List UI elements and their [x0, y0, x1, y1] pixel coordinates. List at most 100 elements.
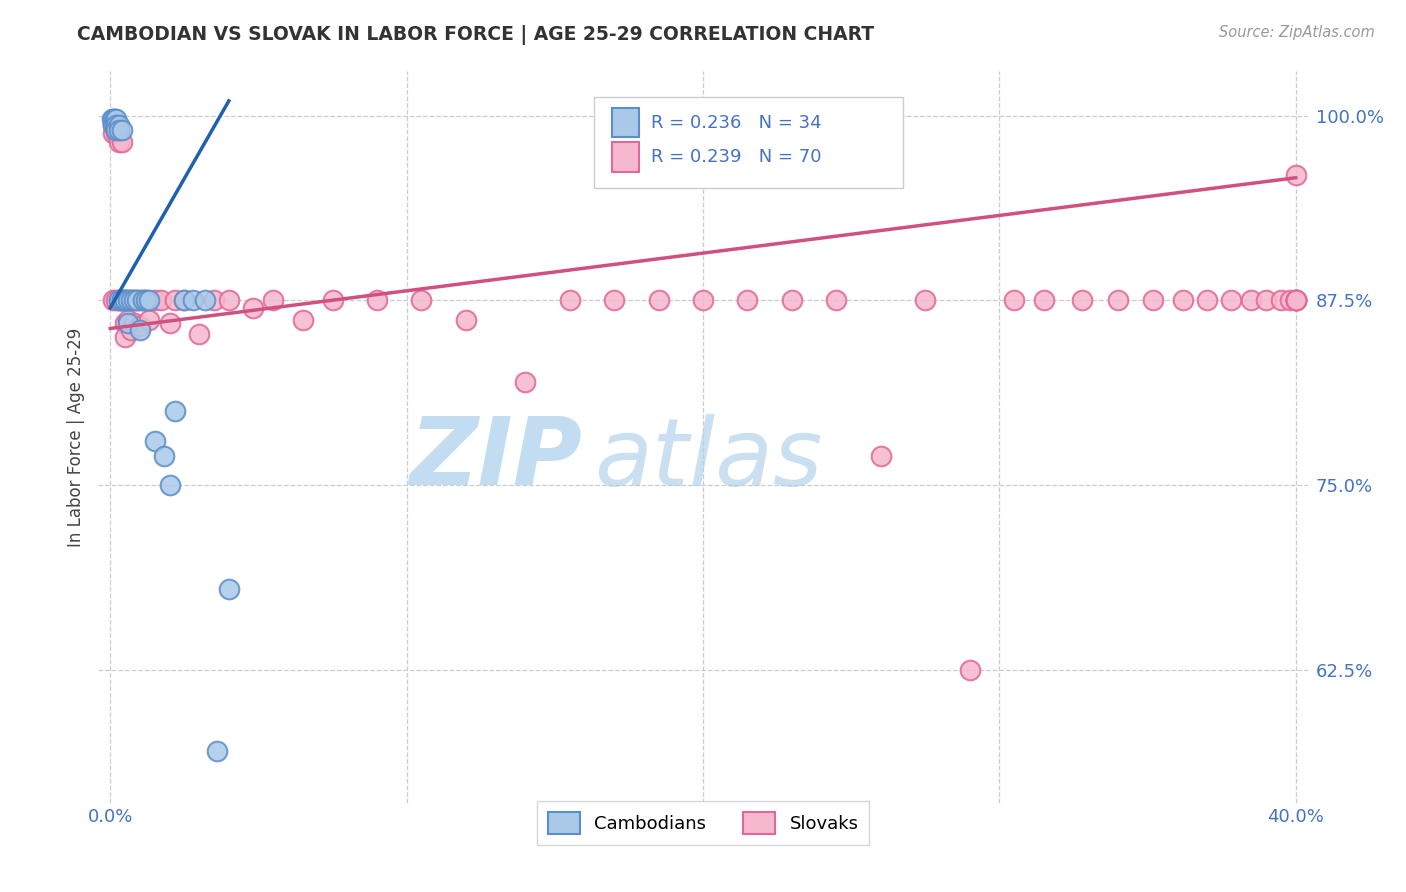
Point [108, 123, 131, 137]
Point [173, 293, 195, 308]
Point [138, 293, 160, 308]
Point [1285, 168, 1308, 182]
Text: atlas: atlas [595, 414, 823, 505]
Point [129, 293, 152, 308]
Point [1285, 293, 1308, 308]
Point [825, 293, 848, 308]
Legend: Cambodians, Slovaks: Cambodians, Slovaks [537, 801, 869, 845]
Point [105, 127, 128, 141]
Point [411, 293, 433, 308]
Point [737, 293, 759, 308]
Y-axis label: In Labor Force | Age 25-29: In Labor Force | Age 25-29 [66, 327, 84, 547]
Point [149, 293, 172, 308]
Point [1142, 293, 1164, 308]
Text: CAMBODIAN VS SLOVAK IN LABOR FORCE | AGE 25-29 CORRELATION CHART: CAMBODIAN VS SLOVAK IN LABOR FORCE | AGE… [77, 25, 875, 45]
Point [103, 118, 125, 132]
Point [202, 293, 225, 308]
Point [117, 316, 139, 330]
Point [959, 663, 981, 677]
Point [138, 312, 160, 326]
Point [291, 312, 314, 326]
Point [322, 293, 344, 308]
Point [780, 293, 803, 308]
Point [242, 301, 264, 315]
Point [114, 293, 136, 308]
Point [117, 293, 139, 308]
Point [1285, 293, 1308, 308]
FancyBboxPatch shape [613, 108, 638, 137]
Point [117, 293, 139, 308]
Point [194, 293, 217, 308]
Point [111, 293, 134, 308]
Point [218, 582, 240, 596]
Point [125, 293, 148, 308]
Point [1195, 293, 1218, 308]
Point [218, 293, 240, 308]
Point [152, 449, 174, 463]
Point [173, 293, 195, 308]
Point [108, 293, 131, 308]
Text: R = 0.236   N = 34: R = 0.236 N = 34 [651, 113, 821, 131]
Point [105, 123, 128, 137]
Point [165, 293, 187, 308]
Point [188, 327, 211, 342]
Point [181, 293, 204, 308]
Point [122, 293, 145, 308]
Point [111, 293, 134, 308]
Point [103, 112, 125, 126]
Point [129, 323, 152, 337]
Point [647, 293, 669, 308]
Point [114, 293, 136, 308]
Point [454, 312, 477, 326]
Point [143, 293, 166, 308]
Point [132, 293, 155, 308]
Point [1240, 293, 1263, 308]
Point [1171, 293, 1194, 308]
Point [103, 127, 125, 141]
Point [165, 404, 187, 418]
Point [1285, 293, 1308, 308]
Point [1107, 293, 1129, 308]
Point [914, 293, 936, 308]
Point [558, 293, 581, 308]
Point [108, 136, 131, 150]
Point [143, 434, 166, 448]
Point [125, 293, 148, 308]
Point [105, 118, 128, 132]
Point [366, 293, 388, 308]
Point [100, 112, 122, 126]
Point [122, 316, 145, 330]
Point [105, 118, 128, 132]
Point [1254, 293, 1277, 308]
Point [159, 316, 181, 330]
Point [1032, 293, 1054, 308]
Point [108, 127, 131, 141]
Point [205, 744, 228, 758]
Point [120, 323, 142, 337]
Point [114, 330, 136, 344]
Point [1285, 293, 1308, 308]
Point [1002, 293, 1025, 308]
Point [122, 293, 145, 308]
Point [120, 293, 142, 308]
Point [111, 123, 134, 137]
Point [114, 316, 136, 330]
Point [692, 293, 714, 308]
Point [262, 293, 284, 308]
Point [104, 112, 127, 126]
Point [103, 118, 125, 132]
Point [1071, 293, 1094, 308]
Point [129, 318, 152, 333]
Point [1219, 293, 1241, 308]
Point [104, 118, 127, 132]
Point [120, 293, 142, 308]
Point [108, 293, 131, 308]
Point [1278, 293, 1301, 308]
Point [603, 293, 626, 308]
Point [1270, 293, 1292, 308]
Point [111, 136, 134, 150]
Point [117, 312, 139, 326]
Point [135, 293, 157, 308]
Text: ZIP: ZIP [409, 413, 582, 505]
Text: Source: ZipAtlas.com: Source: ZipAtlas.com [1219, 25, 1375, 40]
